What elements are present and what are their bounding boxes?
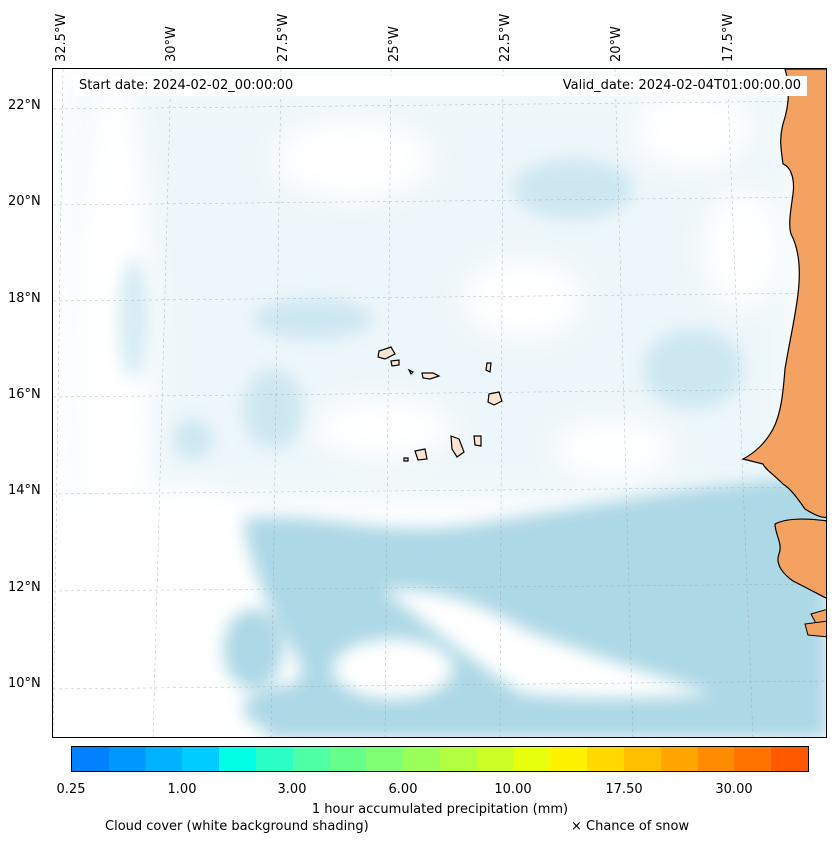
longitude-label: 22.5°W: [498, 13, 513, 62]
colorbar-segment: [623, 747, 661, 771]
colorbar-segment: [587, 747, 624, 771]
colorbar-tick: 3.00: [277, 782, 307, 797]
colorbar-segment: [771, 747, 808, 771]
longitude-label: 30°W: [164, 26, 179, 62]
colorbar-segment: [439, 747, 477, 771]
longitude-label: 27.5°W: [276, 13, 291, 62]
colorbar-segment: [108, 747, 146, 771]
latitude-label: 12°N: [8, 580, 41, 595]
colorbar-tick: 30.00: [715, 782, 753, 797]
colorbar-segment: [145, 747, 183, 771]
longitude-label: 20°W: [609, 26, 624, 62]
colorbar-segment: [734, 747, 772, 771]
colorbar-segment: [403, 747, 440, 771]
colorbar-segment: [255, 747, 293, 771]
latitude-label: 16°N: [8, 387, 41, 402]
latitude-label: 10°N: [8, 676, 41, 691]
latitude-label: 14°N: [8, 483, 41, 498]
cloud-band-dense: [223, 479, 826, 737]
colorbar-segment: [182, 747, 220, 771]
map-panel[interactable]: [52, 68, 827, 738]
colorbar-segment: [476, 747, 514, 771]
cape-verde-islands: [377, 346, 503, 462]
snow-legend: × Chance of snow: [571, 819, 690, 834]
colorbar-segment: [72, 747, 109, 771]
colorbar-title: 1 hour accumulated precipitation (mm): [311, 802, 569, 817]
valid-date-label: Valid_date: 2024-02-04T01:00:00.00: [562, 78, 801, 93]
colorbar-segment: [292, 747, 330, 771]
longitude-label: 25°W: [387, 26, 402, 62]
longitude-label: 17.5°W: [721, 13, 736, 62]
precipitation-colorbar: [71, 746, 809, 772]
colorbar-segment: [329, 747, 367, 771]
colorbar-segment: [660, 747, 698, 771]
colorbar-segment: [366, 747, 404, 771]
cloud-band-gap: [333, 589, 713, 699]
cloud-cover-legend: Cloud cover (white background shading): [105, 819, 369, 834]
cloud-shading-medium: [118, 159, 743, 459]
latitude-label: 20°N: [8, 194, 41, 209]
colorbar-tick: 10.00: [494, 782, 532, 797]
colorbar-tick: 0.25: [56, 782, 86, 797]
colorbar-segment: [219, 747, 256, 771]
latitude-label: 22°N: [8, 98, 41, 113]
colorbar-tick: 17.50: [605, 782, 643, 797]
map-canvas: [53, 69, 826, 737]
cloud-shading-white-patches: [73, 69, 783, 669]
start-date-label: Start date: 2024-02-02_00:00:00: [79, 78, 294, 93]
colorbar-segment: [550, 747, 588, 771]
colorbar-segment: [697, 747, 735, 771]
latitude-label: 18°N: [8, 291, 41, 306]
graticule: [53, 69, 826, 737]
colorbar-segment: [513, 747, 551, 771]
colorbar-tick: 6.00: [388, 782, 418, 797]
date-info-bar: Start date: 2024-02-02_00:00:00 Valid_da…: [74, 76, 807, 96]
colorbar-tick: 1.00: [167, 782, 197, 797]
longitude-label: 32.5°W: [54, 13, 69, 62]
africa-land: [741, 69, 826, 638]
